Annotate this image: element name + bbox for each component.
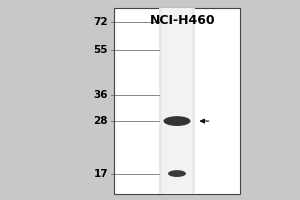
Bar: [162, 8, 192, 194]
Bar: [114, 8, 240, 194]
Text: NCI-H460: NCI-H460: [150, 14, 216, 27]
Text: 55: 55: [94, 45, 108, 55]
Bar: [159, 8, 195, 194]
Text: 72: 72: [93, 17, 108, 27]
Text: 36: 36: [94, 90, 108, 100]
Ellipse shape: [168, 170, 186, 177]
Text: 28: 28: [94, 116, 108, 126]
Ellipse shape: [164, 116, 190, 126]
Text: 17: 17: [93, 169, 108, 179]
